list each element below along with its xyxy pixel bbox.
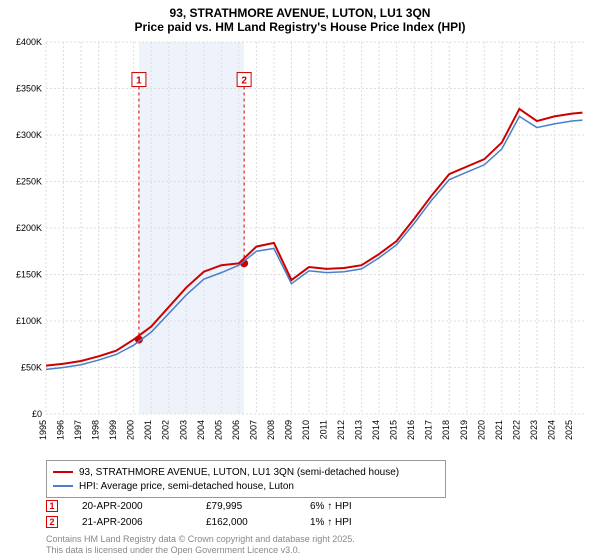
chart-svg: 12£0£50K£100K£150K£200K£250K£300K£350K£4… xyxy=(46,42,586,414)
sale-price: £162,000 xyxy=(206,517,286,528)
svg-text:2010: 2010 xyxy=(301,420,311,440)
legend: 93, STRATHMORE AVENUE, LUTON, LU1 3QN (s… xyxy=(46,460,446,498)
chart-title-line2: Price paid vs. HM Land Registry's House … xyxy=(0,20,600,34)
footer-attribution: Contains HM Land Registry data © Crown c… xyxy=(46,534,355,556)
svg-text:2022: 2022 xyxy=(511,420,521,440)
sale-delta: 1% ↑ HPI xyxy=(310,517,390,528)
svg-text:£50K: £50K xyxy=(21,363,42,373)
svg-text:£350K: £350K xyxy=(16,84,42,94)
footer-line1: Contains HM Land Registry data © Crown c… xyxy=(46,534,355,545)
svg-text:£200K: £200K xyxy=(16,223,42,233)
svg-text:2: 2 xyxy=(241,76,247,87)
svg-text:1999: 1999 xyxy=(108,420,118,440)
legend-item: HPI: Average price, semi-detached house,… xyxy=(53,479,439,493)
legend-swatch xyxy=(53,471,73,473)
sale-delta: 6% ↑ HPI xyxy=(310,501,390,512)
sale-date: 21-APR-2006 xyxy=(82,517,182,528)
svg-text:£150K: £150K xyxy=(16,270,42,280)
svg-text:£250K: £250K xyxy=(16,177,42,187)
legend-label: HPI: Average price, semi-detached house,… xyxy=(79,481,294,492)
svg-text:2002: 2002 xyxy=(161,420,171,440)
svg-text:2021: 2021 xyxy=(494,420,504,440)
svg-text:1996: 1996 xyxy=(56,420,66,440)
legend-swatch xyxy=(53,485,73,487)
footer-line2: This data is licensed under the Open Gov… xyxy=(46,545,355,556)
svg-text:2006: 2006 xyxy=(231,420,241,440)
sale-row: 1 20-APR-2000 £79,995 6% ↑ HPI xyxy=(46,498,390,514)
legend-label: 93, STRATHMORE AVENUE, LUTON, LU1 3QN (s… xyxy=(79,467,399,478)
svg-text:2003: 2003 xyxy=(178,420,188,440)
svg-text:2015: 2015 xyxy=(389,420,399,440)
sale-records: 1 20-APR-2000 £79,995 6% ↑ HPI 2 21-APR-… xyxy=(46,498,390,530)
svg-text:2012: 2012 xyxy=(336,420,346,440)
svg-text:2014: 2014 xyxy=(371,420,381,440)
svg-text:£100K: £100K xyxy=(16,316,42,326)
chart-title-line1: 93, STRATHMORE AVENUE, LUTON, LU1 3QN xyxy=(0,6,600,20)
legend-item: 93, STRATHMORE AVENUE, LUTON, LU1 3QN (s… xyxy=(53,465,439,479)
svg-text:£400K: £400K xyxy=(16,37,42,47)
svg-text:£300K: £300K xyxy=(16,130,42,140)
sale-price: £79,995 xyxy=(206,501,286,512)
svg-text:2019: 2019 xyxy=(459,420,469,440)
svg-text:2001: 2001 xyxy=(143,420,153,440)
svg-text:2011: 2011 xyxy=(319,420,329,439)
svg-text:2004: 2004 xyxy=(196,420,206,440)
svg-text:2023: 2023 xyxy=(529,420,539,440)
chart-title-block: 93, STRATHMORE AVENUE, LUTON, LU1 3QN Pr… xyxy=(0,0,600,36)
svg-text:2024: 2024 xyxy=(546,420,556,440)
svg-text:2020: 2020 xyxy=(476,420,486,440)
svg-text:2009: 2009 xyxy=(283,420,293,440)
svg-text:1: 1 xyxy=(136,76,142,87)
svg-text:1998: 1998 xyxy=(91,420,101,440)
svg-text:£0: £0 xyxy=(32,409,42,419)
sale-marker-box: 1 xyxy=(46,500,58,512)
svg-text:2025: 2025 xyxy=(564,420,574,440)
svg-text:2005: 2005 xyxy=(213,420,223,440)
svg-text:2000: 2000 xyxy=(126,420,136,440)
svg-text:2013: 2013 xyxy=(354,420,364,440)
svg-text:1995: 1995 xyxy=(38,420,48,440)
sale-marker-box: 2 xyxy=(46,516,58,528)
svg-text:2017: 2017 xyxy=(424,420,434,440)
svg-text:2008: 2008 xyxy=(266,420,276,440)
sale-row: 2 21-APR-2006 £162,000 1% ↑ HPI xyxy=(46,514,390,530)
svg-text:2018: 2018 xyxy=(441,420,451,440)
chart-plot-area: 12£0£50K£100K£150K£200K£250K£300K£350K£4… xyxy=(46,42,586,414)
svg-text:1997: 1997 xyxy=(73,420,83,440)
svg-text:2007: 2007 xyxy=(248,420,258,440)
sale-date: 20-APR-2000 xyxy=(82,501,182,512)
svg-text:2016: 2016 xyxy=(406,420,416,440)
